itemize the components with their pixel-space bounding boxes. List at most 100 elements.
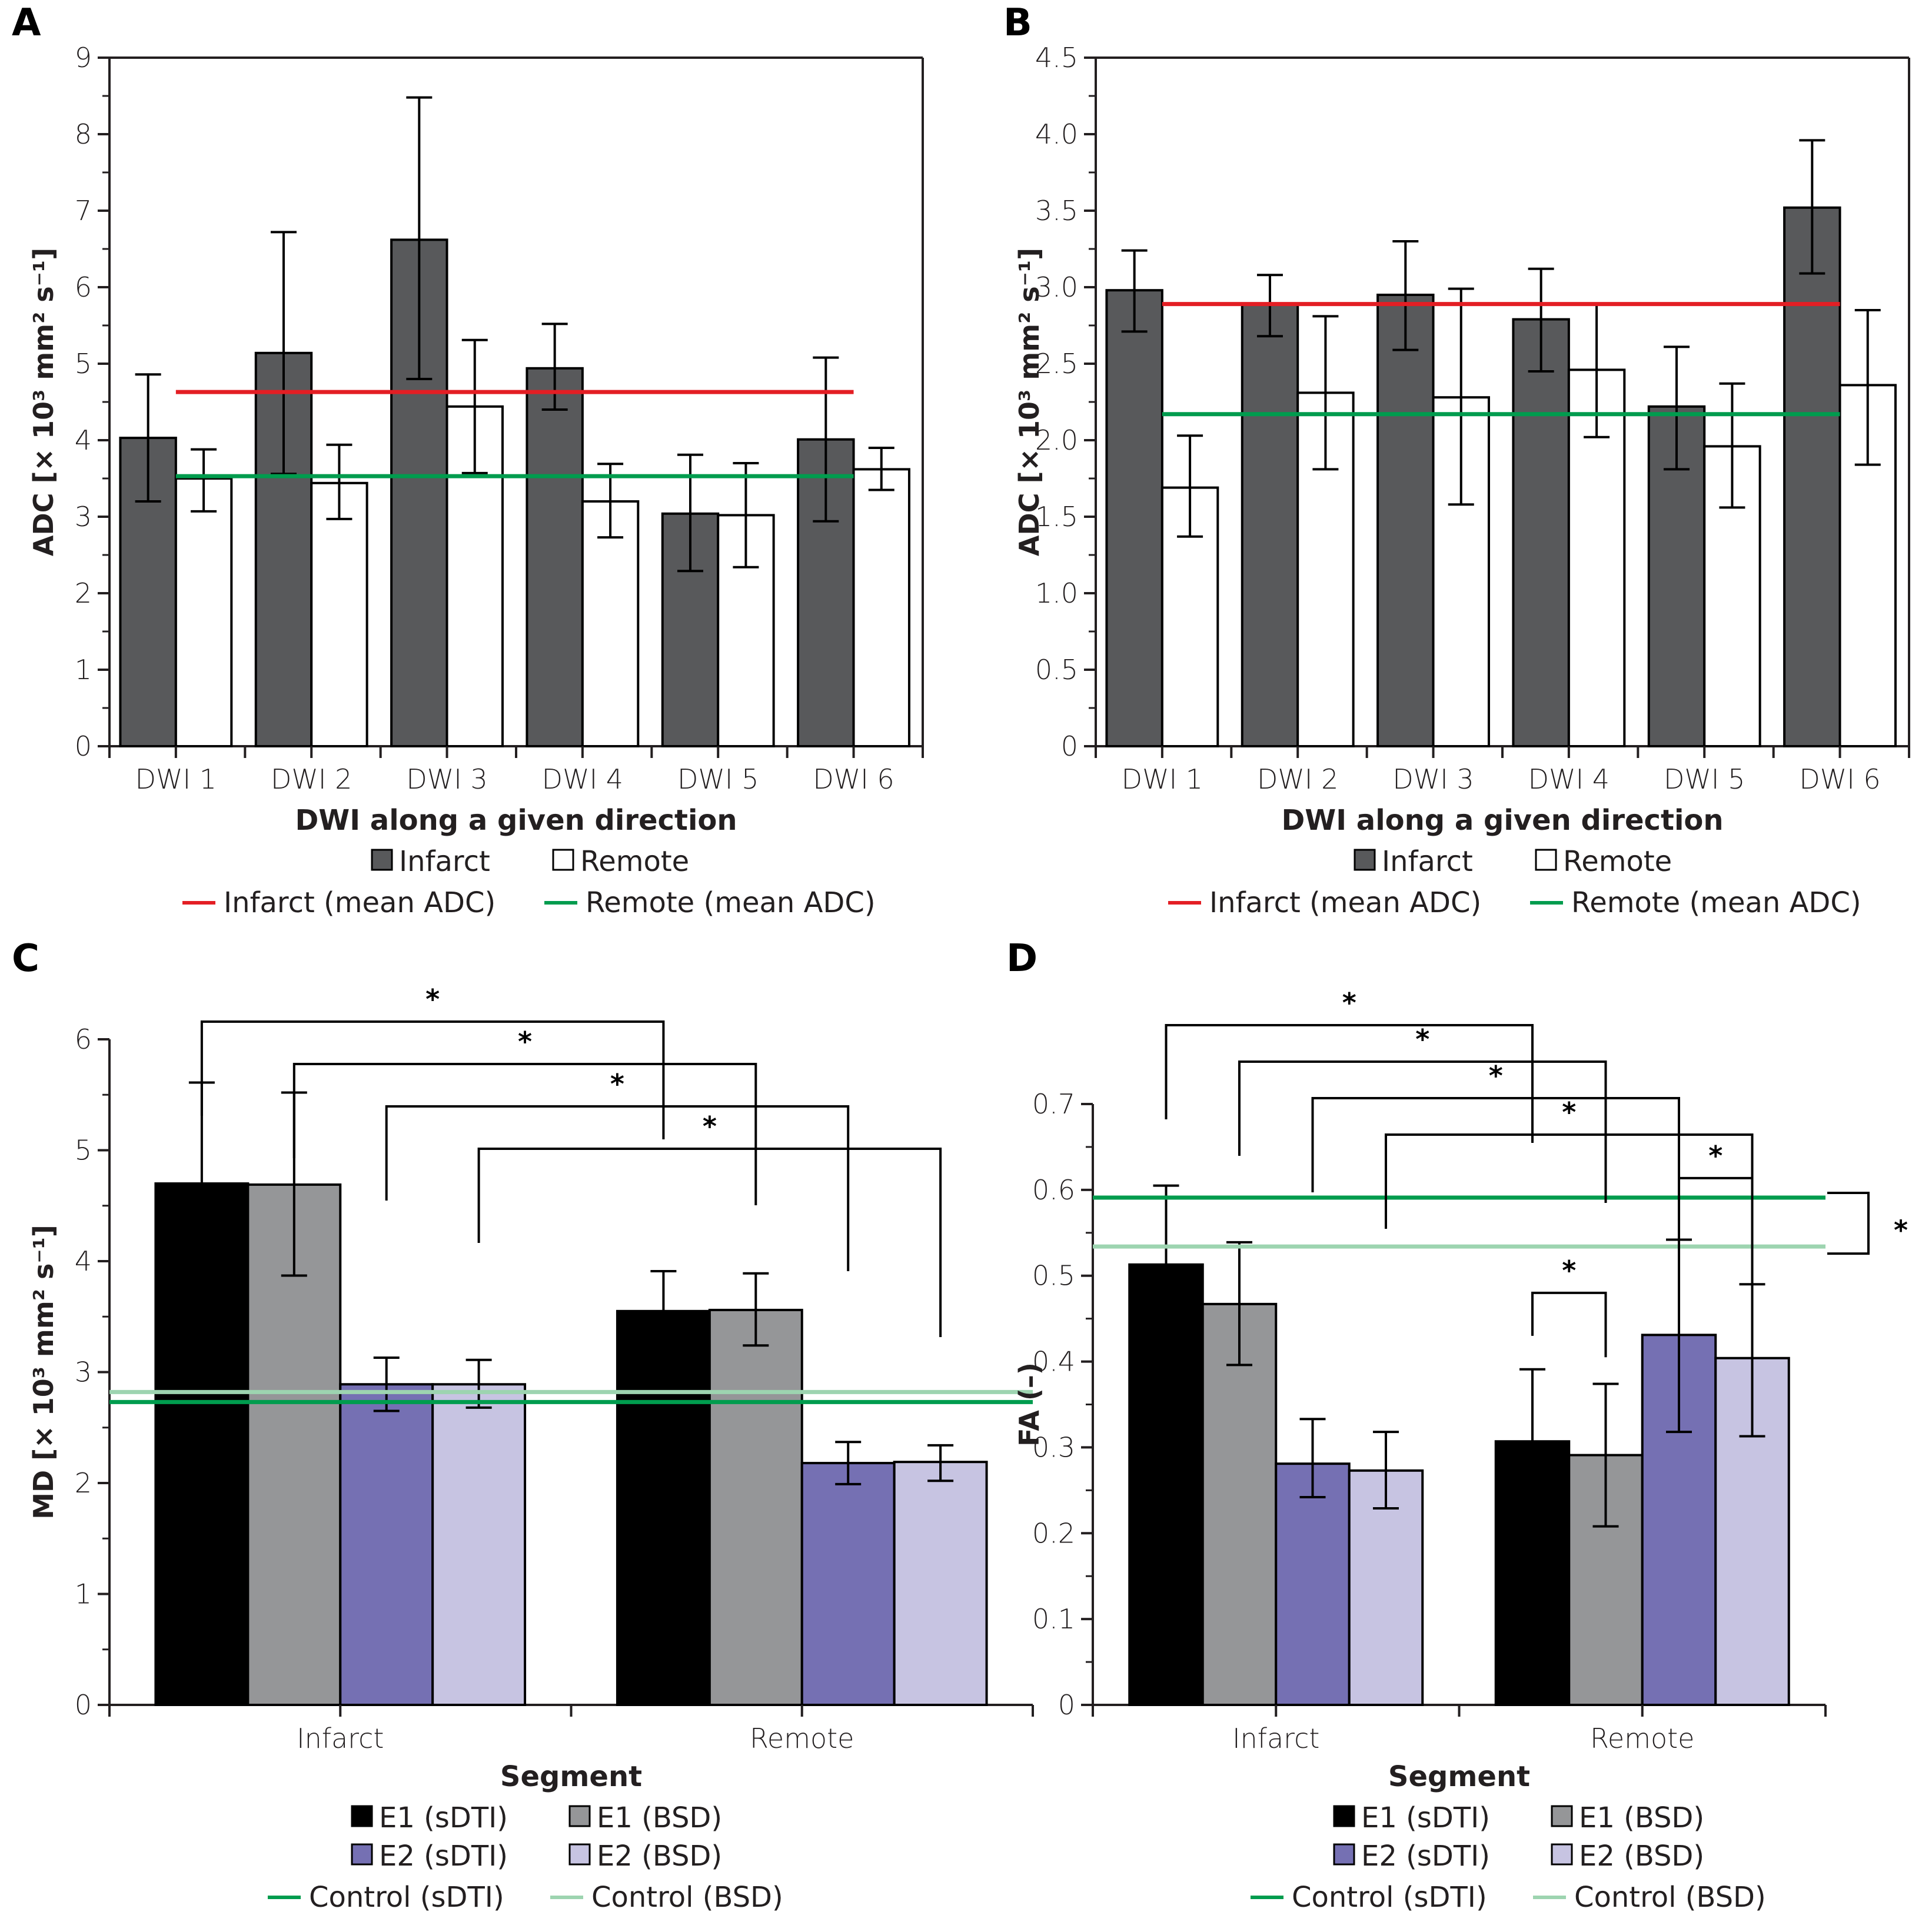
significance-bracket [292,1063,757,1205]
legend-label: Infarct [399,845,490,878]
legend-swatch [1551,1805,1573,1827]
chart-panel-a: A 0 1 2 3 4 5 6 7 8 9 ADC [× 10³ mm² s⁻¹] DWI 1 DWI 2… [12,1,924,919]
significance-star: * [1342,987,1356,1019]
significance-bracket [477,1148,942,1337]
y-tick-label: 1.5 [1035,501,1078,533]
significance-bracket [1827,1191,1870,1255]
y-tick-label: 0.6 [1032,1174,1075,1206]
significance-bracket [1531,1291,1607,1358]
legend-item: Control (BSD) [550,1881,783,1914]
panel-letter: D [1006,937,1038,980]
legend-swatch [1551,1843,1573,1866]
x-tick-label: DWI 3 [406,763,487,795]
legend-label: Remote [580,845,689,878]
y-tick-label: 2 [75,577,92,609]
legend-item: E2 (BSD) [1551,1840,1704,1873]
y-tick-label: 0 [75,1689,92,1721]
y-tick-label: 2.0 [1035,424,1078,456]
y-tick-label: 0.5 [1035,654,1078,686]
significance-star: * [1562,1096,1576,1128]
legend-label: Infarct [1382,845,1473,878]
significance-bracket [385,1105,850,1271]
legend-item: E2 (BSD) [568,1840,722,1873]
bar-remote-6 [852,468,910,748]
bar-e2-sdti--2 [800,1462,896,1707]
legend-item: E1 (BSD) [1551,1801,1704,1834]
legend-label: E1 (BSD) [597,1801,722,1834]
y-tick-label: 0 [1058,1689,1075,1721]
significance-star: * [425,983,440,1015]
x-axis-label: Segment [1388,1760,1530,1793]
legend-item: Remote [552,845,689,878]
legend-item: E1 (sDTI) [1333,1801,1490,1834]
legend-item: Infarct [371,845,490,878]
legend-label: Infarct (mean ADC) [224,886,496,919]
legend-item: Control (sDTI) [1251,1881,1487,1914]
y-tick-label: 1 [75,654,92,686]
chart-panel-c: C 0 1 2 3 4 5 6 MD [× 10³ mm² s⁻¹] Infarct Remote *… [12,937,1034,1914]
x-tick-label: Remote [1590,1723,1695,1754]
x-tick-label: Remote [750,1723,854,1754]
y-tick-label: 9 [75,42,92,74]
legend-swatch [371,849,393,871]
bar-e1-bsd--1 [1201,1302,1278,1706]
legend-label: Control (sDTI) [309,1881,504,1914]
y-tick-label: 4 [75,1245,92,1277]
legend-swatch [1354,849,1376,871]
legend-label: E1 (BSD) [1579,1801,1704,1834]
y-axis-label: ADC [× 10³ mm² s⁻¹] [28,248,59,556]
legend-label: E2 (BSD) [1579,1840,1704,1873]
legend-item: Remote (mean ADC) [1530,886,1861,919]
panel-letter: C [12,937,39,980]
legend-label: E2 (sDTI) [1361,1840,1490,1873]
legend-item: E2 (sDTI) [351,1840,508,1873]
legend-item: Remote (mean ADC) [544,886,876,919]
y-tick-label: 0.1 [1032,1603,1075,1635]
y-tick-label: 7 [75,195,92,227]
y-tick-label: 0.5 [1032,1260,1075,1292]
x-axis-label: DWI along a given direction [1281,804,1723,837]
bar-e1-sdti--1 [154,1182,250,1707]
bar-e2-bsd--2 [893,1461,988,1707]
legend-item: E1 (BSD) [568,1801,722,1834]
bar-infarct-2 [1241,302,1299,747]
x-tick-label: DWI 4 [1528,763,1610,795]
bar-infarct-4 [526,367,584,747]
y-tick-label: 0.7 [1032,1088,1075,1120]
panel-letter: A [12,1,41,45]
significance-star: * [518,1026,532,1058]
significance-star: * [1894,1215,1908,1246]
bar-e2-sdti--1 [1275,1462,1351,1706]
legend-swatch [351,1805,373,1827]
legend-item: Remote [1535,845,1672,878]
y-tick-label: 0.2 [1032,1517,1075,1549]
y-tick-label: 0.3 [1032,1431,1075,1463]
legend-item: Infarct (mean ADC) [182,886,496,919]
legend-label: Control (sDTI) [1292,1881,1487,1914]
legend-item: E2 (sDTI) [1333,1840,1490,1873]
significance-star: * [1562,1255,1576,1286]
legend-label: Control (BSD) [1574,1881,1766,1914]
bar-e2-sdti--1 [339,1383,434,1707]
x-tick-label: DWI 4 [542,763,623,795]
legend-swatch [552,849,574,871]
x-tick-label: DWI 6 [1799,763,1880,795]
significance-bracket [1238,1060,1607,1203]
x-tick-label: Infarct [1232,1723,1319,1754]
y-tick-label: 4 [75,424,92,456]
y-tick-label: 5 [75,1135,92,1166]
legend-swatch [351,1843,373,1866]
y-tick-label: 6 [75,1023,92,1055]
y-tick-label: 3.5 [1035,195,1078,227]
y-tick-label: 8 [75,118,92,150]
legend-label: E1 (sDTI) [379,1801,508,1834]
legend-label: E1 (sDTI) [1361,1801,1490,1834]
y-tick-label: 1 [75,1578,92,1610]
x-tick-label: DWI 3 [1392,763,1474,795]
bar-e2-bsd--1 [1348,1469,1424,1707]
y-axis-label: MD [× 10³ mm² s⁻¹] [28,1225,59,1520]
legend-item: Control (sDTI) [268,1881,504,1914]
legend-label: Infarct (mean ADC) [1209,886,1481,919]
bar-e1-sdti--1 [1128,1263,1204,1707]
bar-infarct-1 [1105,289,1163,747]
